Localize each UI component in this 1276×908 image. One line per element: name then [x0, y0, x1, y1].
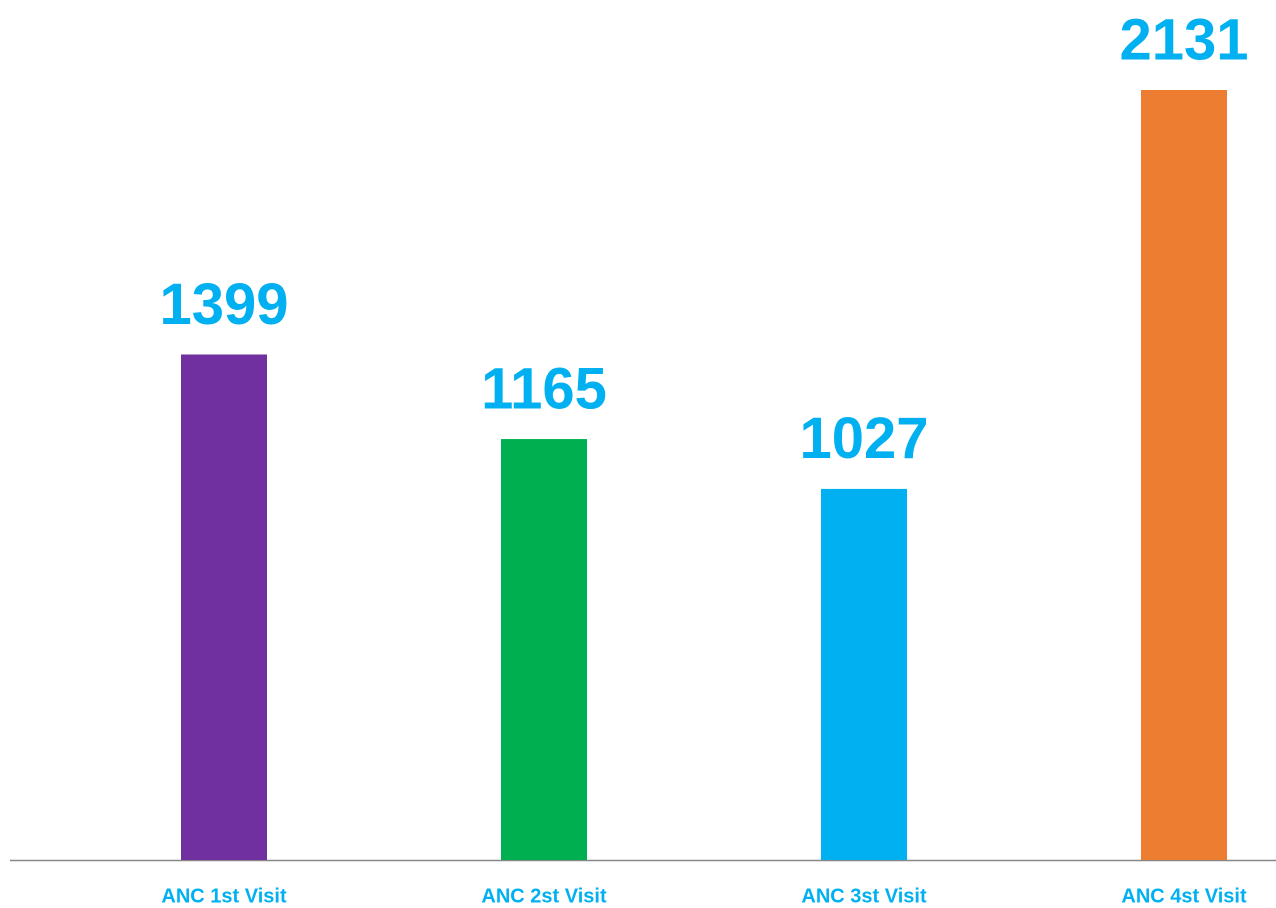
x-tick-label: ANC 2st Visit — [481, 885, 607, 907]
x-tick-label: ANC 1st Visit — [161, 885, 287, 907]
bar — [181, 354, 267, 860]
x-tick-label: ANC 3st Visit — [801, 885, 927, 907]
x-tick-label: ANC 4st Visit — [1121, 885, 1247, 907]
bar — [821, 488, 907, 860]
value-label: 1165 — [481, 356, 607, 421]
bar — [501, 439, 587, 860]
value-label: 1027 — [799, 406, 928, 471]
bar — [1141, 90, 1227, 860]
value-label: 2131 — [1119, 7, 1248, 72]
value-label: 1399 — [159, 272, 288, 337]
